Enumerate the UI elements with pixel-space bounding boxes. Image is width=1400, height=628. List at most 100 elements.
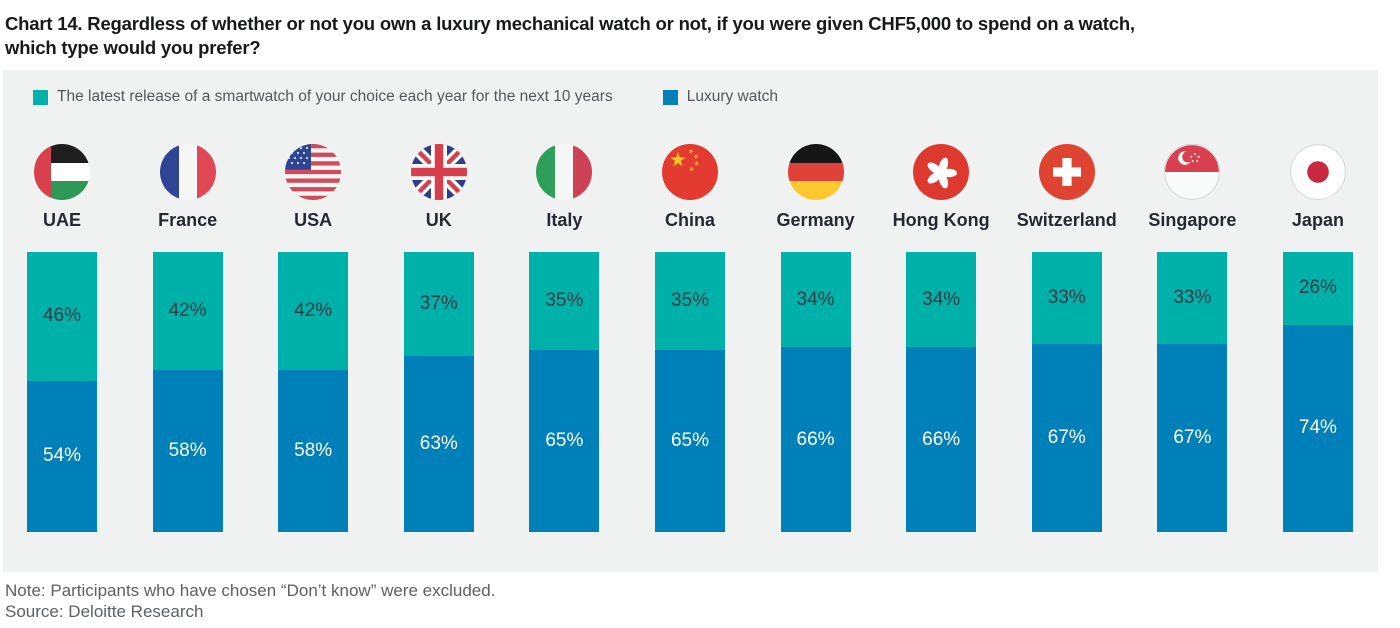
column-uk: UK 37% 63% bbox=[403, 144, 474, 532]
legend-item-luxury: Luxury watch bbox=[662, 88, 779, 106]
column-italy: Italy 35% 65% bbox=[529, 144, 600, 532]
luxury-value-label: 54% bbox=[42, 445, 82, 467]
luxury-value-label: 66% bbox=[922, 428, 961, 450]
country-label: Hong Kong bbox=[892, 210, 990, 230]
luxury-segment: 67% bbox=[1031, 344, 1102, 532]
china-flag-icon bbox=[661, 144, 718, 200]
smartwatch-value-label: 34% bbox=[796, 288, 835, 310]
country-label: Singapore bbox=[1148, 210, 1237, 230]
japan-flag-icon bbox=[1289, 144, 1346, 200]
smartwatch-segment: 37% bbox=[403, 252, 474, 356]
smartwatch-segment: 42% bbox=[152, 252, 223, 370]
germany-flag-icon bbox=[787, 144, 844, 200]
chart-footer: Note: Participants who have chosen “Don’… bbox=[5, 580, 1400, 622]
stacked-bar: 42% 58% bbox=[152, 252, 223, 532]
smartwatch-segment: 33% bbox=[1031, 252, 1102, 345]
smartwatch-value-label: 33% bbox=[1047, 287, 1086, 309]
smartwatch-value-label: 37% bbox=[419, 292, 458, 314]
luxury-segment: 65% bbox=[529, 350, 600, 532]
luxury-value-label: 65% bbox=[545, 430, 584, 451]
uk-flag-icon bbox=[410, 144, 467, 200]
note-text: Note: Participants who have chosen “Don’… bbox=[5, 581, 496, 600]
luxury-segment: 74% bbox=[1282, 324, 1353, 532]
luxury-segment: 54% bbox=[27, 380, 97, 532]
uae-flag-icon bbox=[34, 144, 90, 200]
country-label: UAE bbox=[42, 210, 81, 230]
luxury-value-label: 58% bbox=[294, 439, 333, 461]
luxury-swatch-icon bbox=[662, 89, 678, 105]
column-hong-kong: Hong Kong 34% 66% bbox=[893, 144, 990, 532]
luxury-segment: 66% bbox=[780, 347, 851, 532]
luxury-value-label: 67% bbox=[1173, 427, 1212, 449]
column-china: China 35% 65% bbox=[654, 144, 725, 532]
column-uae: UAE 46% 54% bbox=[27, 144, 97, 532]
chart-figure: Chart 14. Regardless of whether or not y… bbox=[0, 12, 1400, 622]
switzerland-flag-icon bbox=[1038, 144, 1095, 200]
column-germany: Germany 34% 66% bbox=[777, 144, 855, 532]
smartwatch-value-label: 42% bbox=[294, 299, 333, 321]
stacked-bar: 46% 54% bbox=[27, 252, 97, 532]
chart-legend: The latest release of a smartwatch of yo… bbox=[3, 88, 1378, 106]
usa-flag-icon bbox=[285, 144, 342, 200]
smartwatch-segment: 34% bbox=[906, 252, 977, 348]
stacked-bar: 35% 65% bbox=[654, 252, 725, 532]
smartwatch-swatch-icon bbox=[33, 89, 48, 105]
smartwatch-value-label: 35% bbox=[670, 290, 709, 311]
france-flag-icon bbox=[159, 144, 216, 200]
stacked-bar: 34% 66% bbox=[780, 252, 851, 532]
chart-panel: The latest release of a smartwatch of yo… bbox=[3, 70, 1378, 572]
luxury-value-label: 58% bbox=[168, 439, 207, 461]
luxury-segment: 63% bbox=[403, 355, 474, 532]
luxury-segment: 58% bbox=[278, 369, 349, 532]
legend-item-smartwatch: The latest release of a smartwatch of yo… bbox=[33, 88, 613, 106]
luxury-segment: 58% bbox=[152, 369, 223, 532]
smartwatch-segment: 33% bbox=[1157, 252, 1228, 345]
legend-label-smartwatch: The latest release of a smartwatch of yo… bbox=[57, 88, 613, 105]
smartwatch-value-label: 26% bbox=[1298, 277, 1337, 299]
luxury-value-label: 66% bbox=[796, 428, 835, 450]
stacked-bar: 34% 66% bbox=[906, 252, 977, 532]
country-label: France bbox=[158, 210, 218, 230]
smartwatch-segment: 26% bbox=[1282, 252, 1353, 325]
country-label: Switzerland bbox=[1016, 210, 1117, 230]
legend-label-luxury: Luxury watch bbox=[686, 88, 779, 105]
smartwatch-segment: 42% bbox=[278, 252, 349, 370]
country-label: China bbox=[664, 210, 715, 230]
stacked-bar: 33% 67% bbox=[1157, 252, 1228, 532]
smartwatch-segment: 35% bbox=[654, 252, 725, 350]
country-label: Germany bbox=[776, 210, 855, 230]
singapore-flag-icon bbox=[1164, 144, 1221, 200]
smartwatch-value-label: 33% bbox=[1173, 287, 1212, 309]
smartwatch-value-label: 42% bbox=[168, 299, 207, 321]
stacked-bar: 42% 58% bbox=[278, 252, 349, 532]
columns-row: UAE 46% 54% France 42% 58% bbox=[3, 144, 1378, 532]
smartwatch-segment: 46% bbox=[27, 252, 97, 381]
luxury-value-label: 67% bbox=[1047, 427, 1086, 449]
country-label: Japan bbox=[1291, 210, 1344, 230]
smartwatch-segment: 34% bbox=[780, 252, 851, 348]
hong-kong-flag-icon bbox=[913, 144, 970, 200]
smartwatch-value-label: 46% bbox=[42, 305, 82, 327]
column-japan: Japan 26% 74% bbox=[1282, 144, 1353, 532]
luxury-value-label: 74% bbox=[1298, 417, 1337, 439]
country-label: UK bbox=[425, 210, 452, 230]
smartwatch-segment: 35% bbox=[529, 252, 600, 350]
stacked-bar: 37% 63% bbox=[403, 252, 474, 532]
stacked-bar: 26% 74% bbox=[1282, 252, 1353, 532]
column-france: France 42% 58% bbox=[152, 144, 223, 532]
page-title: Chart 14. Regardless of whether or not y… bbox=[5, 13, 1135, 58]
country-label: Italy bbox=[546, 210, 583, 230]
luxury-segment: 65% bbox=[654, 350, 725, 532]
luxury-value-label: 65% bbox=[670, 430, 709, 451]
luxury-segment: 67% bbox=[1157, 344, 1228, 532]
source-text: Source: Deloitte Research bbox=[5, 602, 204, 621]
luxury-value-label: 63% bbox=[419, 432, 458, 454]
column-switzerland: Switzerland 33% 67% bbox=[1017, 144, 1117, 532]
stacked-bar: 35% 65% bbox=[529, 252, 600, 532]
smartwatch-value-label: 34% bbox=[922, 288, 961, 310]
country-label: USA bbox=[294, 210, 333, 230]
luxury-segment: 66% bbox=[906, 347, 977, 532]
column-usa: USA 42% 58% bbox=[278, 144, 349, 532]
column-singapore: Singapore 33% 67% bbox=[1148, 144, 1236, 532]
smartwatch-value-label: 35% bbox=[545, 290, 584, 311]
